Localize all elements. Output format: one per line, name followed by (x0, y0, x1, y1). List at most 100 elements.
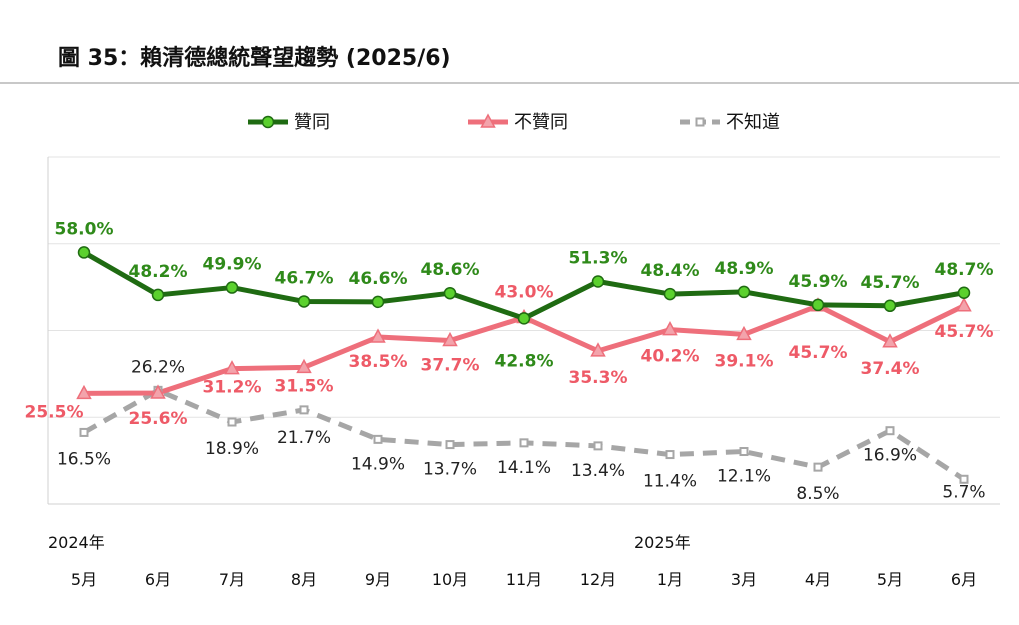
year-label-0: 2024年 (48, 533, 105, 552)
data-label-s2-6: 14.1% (497, 458, 551, 478)
legend-entry-1: 不贊同 (514, 112, 568, 133)
data-label-s2-12: 5.7% (942, 482, 985, 502)
x-tick-label-1: 6月 (145, 570, 171, 589)
point-s1-12 (956, 297, 972, 312)
chart-title: 圖 35：賴清德總統聲望趨勢 (2025/6) (58, 46, 451, 71)
x-tick-label-11: 5月 (877, 570, 903, 589)
point-s0-3 (297, 295, 311, 308)
point-s1-0 (76, 384, 92, 400)
data-labels: 58.0% 48.2% 49.9% 46.7% 46.6% 48.6% 42.8% 51.3%… (25, 219, 994, 504)
data-label-s1-12: 45.7% (935, 322, 994, 342)
x-tick-label-10: 4月 (805, 570, 831, 589)
point-s0-6 (517, 312, 531, 325)
year-label-1: 2025年 (634, 533, 691, 552)
data-label-s1-2: 31.2% (203, 378, 262, 398)
data-label-s1-5: 37.7% (421, 355, 480, 375)
point-s0-1 (151, 288, 165, 302)
gridlines (47, 156, 1000, 505)
legend: 贊同 不贊同 不知道 (248, 112, 780, 133)
point-s1-11 (882, 333, 898, 348)
point-s0-8 (663, 287, 677, 301)
data-label-s2-7: 13.4% (571, 461, 625, 481)
data-label-s1-6: 43.0% (495, 282, 554, 302)
data-label-s2-5: 13.7% (423, 460, 477, 480)
data-label-s0-9: 48.9% (715, 259, 774, 279)
point-s1-7 (590, 342, 606, 357)
data-label-s1-4: 38.5% (349, 352, 408, 372)
legend-marker-1 (480, 113, 496, 128)
point-s0-10 (811, 298, 825, 312)
data-label-s0-12: 48.7% (935, 260, 994, 280)
legend-entry-2: 不知道 (726, 112, 780, 133)
data-label-s2-8: 11.4% (643, 472, 697, 492)
point-s1-3 (296, 358, 312, 374)
point-s0-12 (957, 286, 971, 300)
point-s1-2 (224, 360, 240, 375)
data-label-s2-0: 16.5% (57, 449, 111, 469)
point-s1-8 (662, 321, 678, 336)
data-label-s2-11: 16.9% (863, 446, 917, 466)
point-s0-5 (443, 286, 457, 300)
point-s0-2 (225, 281, 239, 294)
point-s2-2 (227, 417, 237, 427)
data-label-s2-9: 12.1% (717, 467, 771, 487)
x-tick-label-12: 6月 (951, 570, 977, 589)
point-s2-12 (959, 474, 969, 484)
point-s1-9 (736, 325, 752, 341)
point-s0-4 (371, 295, 385, 309)
data-label-s2-2: 18.9% (205, 439, 259, 459)
data-label-s0-10: 45.9% (789, 272, 848, 292)
x-tick-label-5: 10月 (432, 570, 468, 589)
data-label-s1-1: 25.6% (129, 409, 188, 429)
legend-marker-0 (261, 115, 275, 129)
legend-marker-2 (695, 117, 705, 127)
data-label-s0-4: 46.6% (349, 269, 408, 289)
data-label-s1-11: 37.4% (861, 359, 920, 379)
point-s2-4 (373, 434, 383, 444)
data-label-s2-4: 14.9% (351, 454, 405, 474)
series-lines (76, 246, 972, 484)
data-label-s2-10: 8.5% (796, 484, 839, 504)
data-label-s2-1: 26.2% (131, 357, 185, 377)
data-label-s0-2: 49.9% (203, 255, 262, 275)
data-label-s0-5: 48.6% (421, 260, 480, 280)
point-s2-8 (665, 450, 675, 460)
data-label-s2-3: 21.7% (277, 428, 331, 448)
point-s2-11 (885, 426, 895, 436)
data-label-s0-6: 42.8% (495, 351, 554, 371)
point-s2-5 (445, 440, 455, 450)
point-s0-7 (591, 275, 605, 288)
x-tick-label-6: 11月 (506, 570, 542, 589)
point-s0-9 (737, 285, 751, 299)
data-label-s1-9: 39.1% (715, 351, 774, 371)
point-s0-11 (883, 299, 897, 313)
point-s2-10 (813, 462, 823, 472)
x-tick-label-7: 12月 (580, 570, 616, 589)
data-label-s0-11: 45.7% (861, 273, 920, 293)
x-tick-label-0: 5月 (71, 570, 97, 589)
x-tick-label-8: 1月 (657, 570, 683, 589)
data-label-s0-1: 48.2% (129, 262, 188, 282)
point-s2-6 (519, 438, 529, 448)
point-s1-4 (370, 328, 386, 343)
x-tick-label-3: 8月 (291, 570, 317, 589)
title-divider (0, 82, 1019, 84)
x-tick-label-9: 3月 (731, 570, 757, 589)
data-label-s1-0: 25.5% (25, 402, 84, 422)
data-label-s0-0: 58.0% (55, 219, 114, 239)
point-s1-1 (150, 384, 166, 399)
data-label-s1-10: 45.7% (789, 343, 848, 363)
point-s2-7 (593, 441, 603, 451)
data-label-s1-3: 31.5% (275, 376, 334, 396)
x-axis: 5月 6月 7月 8月 9月 10月 11月 12月 1月 3月 4月 5月 6月 2024年 2025年 (48, 533, 977, 589)
data-label-s1-8: 40.2% (641, 347, 700, 367)
point-s0-0 (77, 246, 91, 259)
data-label-s0-3: 46.7% (275, 268, 334, 288)
point-s2-0 (79, 427, 89, 437)
legend-entry-0: 贊同 (294, 112, 330, 133)
data-label-s0-7: 51.3% (569, 248, 628, 268)
data-label-s0-8: 48.4% (641, 261, 700, 281)
point-s2-3 (299, 405, 309, 415)
point-s2-9 (739, 447, 749, 457)
